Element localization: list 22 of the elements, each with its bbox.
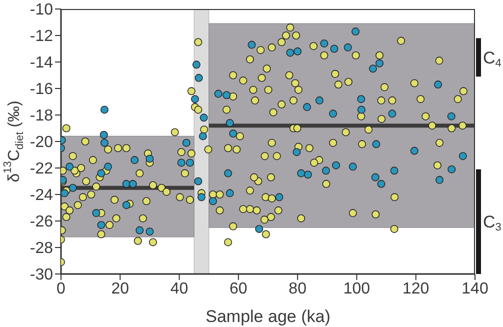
y-tick-label: -28 xyxy=(30,240,54,258)
x-tick-label: 20 xyxy=(111,280,130,298)
x-tick-label: 140 xyxy=(462,280,488,298)
y-tick-label: -10 xyxy=(30,2,54,19)
y-tick-label: -20 xyxy=(30,134,54,152)
y-tick-label: -26 xyxy=(30,214,54,231)
y-tick-label: -16 xyxy=(30,81,54,98)
text: C$_{3}$ xyxy=(483,212,502,234)
x-tick-label: 60 xyxy=(230,280,248,298)
y-tick-label: -18 xyxy=(30,108,54,125)
y-tick-label: -22 xyxy=(30,160,54,178)
x-tick-label: 40 xyxy=(170,280,188,298)
y-tick-label: -14 xyxy=(30,54,54,72)
y-tick-label: -24 xyxy=(30,187,54,204)
x-tick-label: 0 xyxy=(56,280,66,298)
x-tick-label: 100 xyxy=(343,280,370,298)
x-tick-label: 120 xyxy=(402,280,430,298)
x-axis-title: Sample age (ka) xyxy=(206,307,330,326)
text: C$_{4}$ xyxy=(483,48,502,70)
x-tick-label: 80 xyxy=(288,280,307,298)
y-tick-label: -30 xyxy=(30,266,54,284)
y-tick-label: -12 xyxy=(30,28,54,46)
